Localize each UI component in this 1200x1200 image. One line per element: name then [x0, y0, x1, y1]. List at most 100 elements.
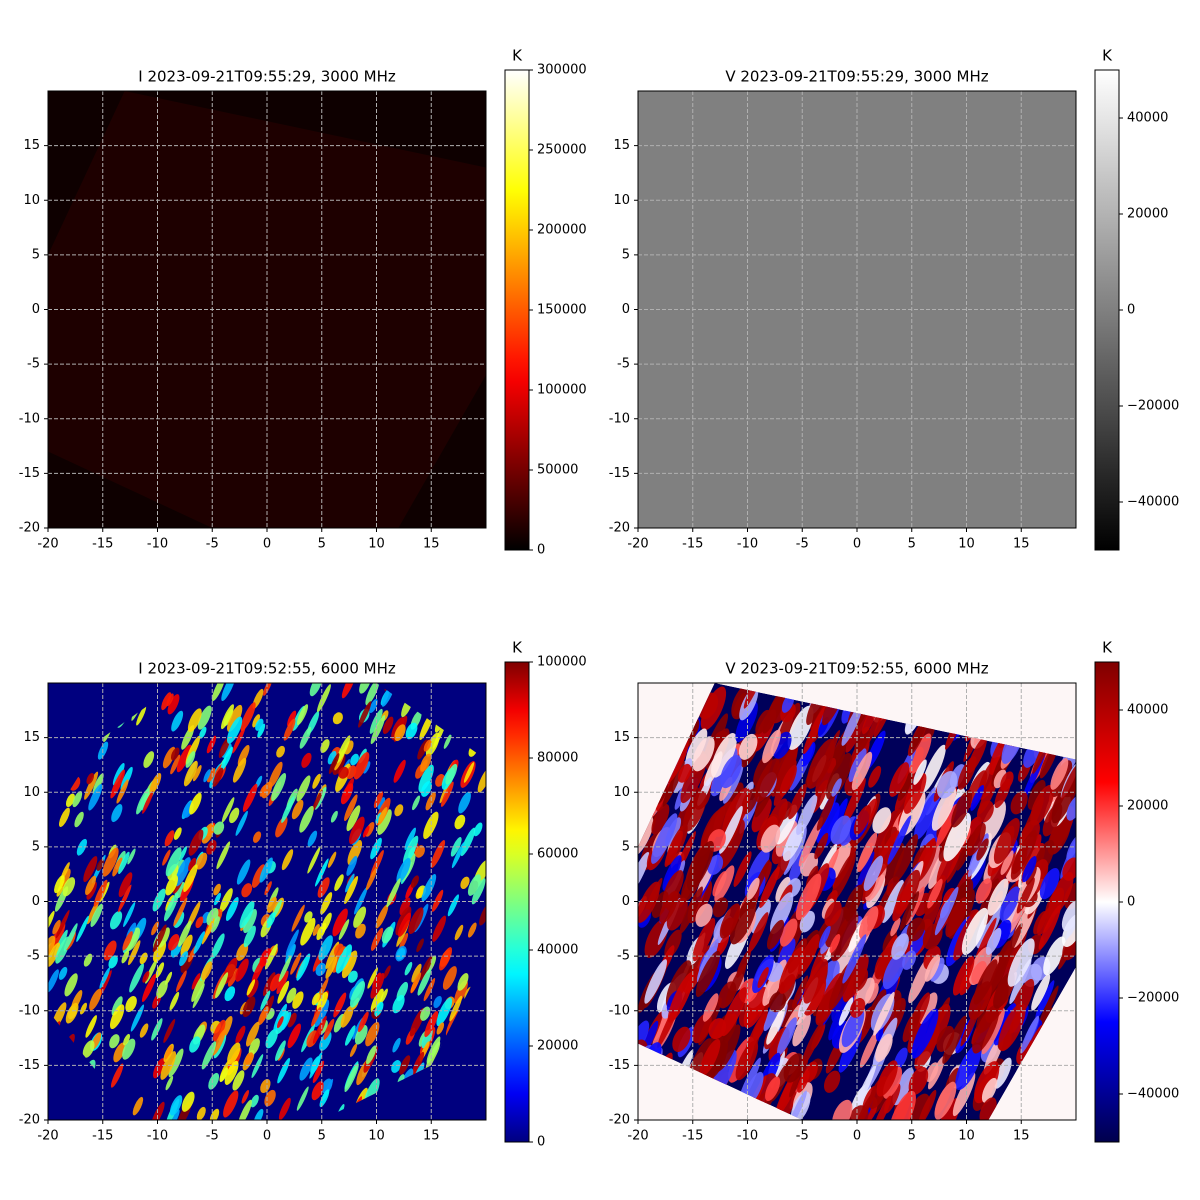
- image-blob: [220, 746, 233, 771]
- image-blob: [925, 1004, 951, 1049]
- image-blob: [344, 876, 359, 904]
- image-blob: [268, 761, 283, 789]
- image-blob: [729, 897, 757, 945]
- image-blob: [164, 830, 175, 847]
- image-blob: [87, 900, 100, 925]
- image-blob: [286, 987, 297, 1004]
- image-blob: [477, 767, 486, 793]
- image-blob: [394, 804, 404, 817]
- y-tick-label: -5: [27, 357, 40, 372]
- image-blob: [121, 950, 130, 964]
- image-blob: [815, 757, 837, 797]
- image: [48, 683, 486, 1120]
- image-blob: [188, 857, 197, 872]
- image-blob: [1000, 850, 1014, 875]
- image-blob: [170, 747, 180, 761]
- image-blob: [421, 874, 437, 902]
- image-blob: [816, 802, 840, 844]
- image-blob: [638, 852, 650, 893]
- image-blob: [65, 793, 75, 808]
- image-blob: [188, 829, 204, 856]
- image-blob: [672, 1026, 691, 1052]
- image-blob: [252, 864, 266, 888]
- image-blob: [927, 878, 943, 909]
- image-blob: [679, 886, 703, 934]
- image-blob: [152, 924, 167, 953]
- image-blob: [425, 792, 436, 811]
- image-blob: [197, 705, 212, 730]
- image-blob: [420, 781, 432, 797]
- colorbar-tick-label: 40000: [1127, 703, 1168, 718]
- image-blob: [425, 732, 440, 757]
- image-blob: [396, 857, 411, 884]
- x-tick-label: -20: [627, 537, 648, 552]
- colorbar-tick-label: 0: [537, 543, 545, 558]
- image-blob: [832, 1099, 853, 1120]
- panel: -20 -15 -10 -5 0 5 10 15 -20 -15 -10 -5 0 5 10 15 I 2023…: [19, 639, 587, 1150]
- image-blob: [367, 967, 378, 989]
- image-blob: [392, 1037, 401, 1053]
- image-blob: [237, 744, 250, 767]
- image-blob: [439, 947, 453, 971]
- image-blob: [838, 997, 854, 1026]
- image-blob: [227, 968, 239, 987]
- y-tick-label: -10: [609, 1003, 630, 1018]
- colorbar-tick-label: 20000: [1127, 799, 1168, 814]
- colorbar-tick-label: 150000: [537, 303, 587, 318]
- image-blob: [770, 745, 798, 797]
- image-blob: [394, 724, 406, 742]
- image-blob: [887, 815, 912, 865]
- image-blob: [151, 1101, 165, 1120]
- image-blob: [221, 797, 235, 823]
- image-blob: [163, 1018, 176, 1043]
- image-blob: [167, 694, 180, 715]
- image-blob: [292, 991, 304, 1009]
- image-blob: [166, 693, 174, 707]
- image-blob: [90, 903, 103, 927]
- image-blob: [128, 940, 141, 966]
- image-blob: [275, 816, 288, 838]
- colorbar-tick-label: −40000: [1127, 1087, 1179, 1102]
- image-blob: [246, 979, 256, 996]
- image-blob: [744, 1008, 769, 1058]
- image-blob: [158, 927, 170, 948]
- image-blob: [987, 878, 1009, 916]
- x-tick-label: -20: [37, 1129, 58, 1144]
- image-blob: [250, 1094, 259, 1108]
- image-blob: [174, 857, 191, 887]
- image-blob: [178, 920, 192, 947]
- image-blob: [338, 766, 349, 779]
- image-blob: [1066, 795, 1076, 821]
- image-blob: [408, 846, 416, 859]
- image-blob: [457, 973, 469, 991]
- image-blob: [889, 762, 910, 797]
- image-blob: [227, 1042, 241, 1065]
- image-blob: [423, 811, 439, 840]
- image-blob: [353, 752, 370, 780]
- image-blob: [243, 909, 257, 934]
- image-blob: [183, 760, 198, 787]
- image-blob: [998, 1003, 1026, 1052]
- x-tick-label: 0: [853, 537, 861, 552]
- image-blob: [276, 970, 289, 995]
- image-blob: [911, 1008, 939, 1059]
- image-blob: [471, 878, 486, 905]
- image-blob: [98, 970, 112, 998]
- image-blob: [872, 807, 892, 834]
- image-blob: [370, 972, 385, 999]
- image-blob: [1036, 906, 1053, 936]
- image-blob: [801, 741, 816, 767]
- chart-title: I 2023-09-21T09:52:55, 6000 MHz: [138, 660, 396, 678]
- image-blob: [341, 683, 356, 699]
- image-blob: [382, 716, 394, 735]
- image-blob: [218, 736, 231, 759]
- image-blob: [848, 748, 867, 782]
- image-blob: [246, 1021, 260, 1047]
- image-blob: [151, 921, 159, 936]
- image-blob: [978, 878, 1000, 918]
- panel: -20 -15 -10 -5 0 5 10 15 -20 -15 -10 -5 0 5 10 15 I 2023…: [19, 47, 587, 558]
- image-blob: [296, 1086, 309, 1111]
- y-tick-label: -15: [609, 466, 630, 481]
- image-blob: [873, 1095, 892, 1120]
- image-blob: [888, 1090, 916, 1120]
